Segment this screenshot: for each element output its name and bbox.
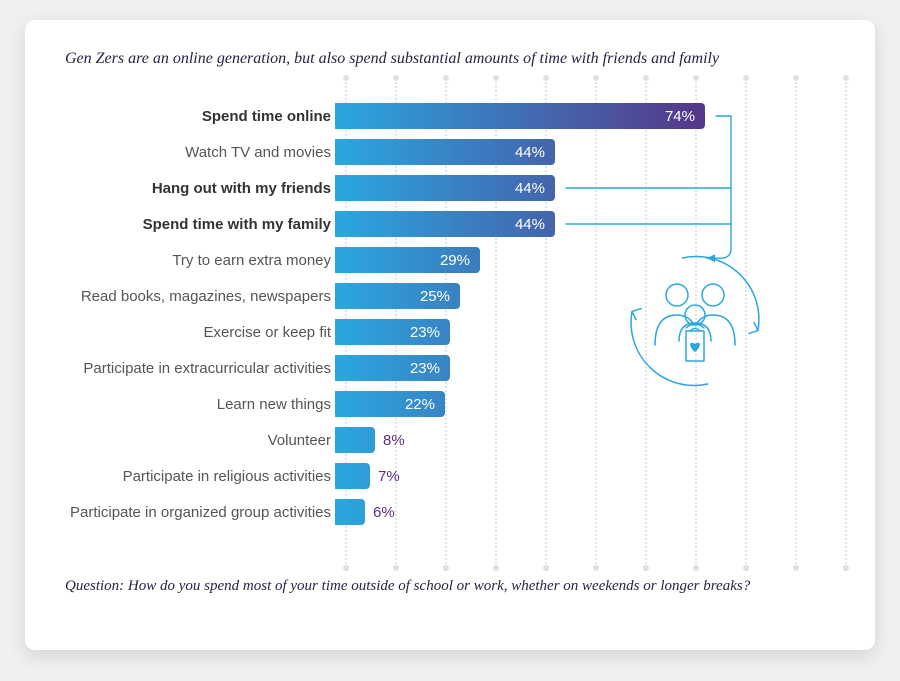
bar-label: Participate in religious activities: [65, 468, 335, 485]
bar-label: Try to earn extra money: [65, 252, 335, 269]
bar-label: Read books, magazines, newspapers: [65, 288, 335, 305]
bar-label: Exercise or keep fit: [65, 324, 335, 341]
bar-value: 74%: [665, 108, 705, 125]
bar-value: 22%: [405, 396, 445, 413]
bar: 6%: [335, 499, 365, 525]
bar: 23%: [335, 319, 450, 345]
bar-label: Learn new things: [65, 396, 335, 413]
bar-label: Participate in organized group activitie…: [65, 504, 335, 521]
gridline: [845, 78, 847, 568]
bar-row: Participate in organized group activitie…: [65, 494, 835, 530]
bar-area: 6%: [335, 494, 835, 530]
bar-row: Spend time online 74%: [65, 98, 835, 134]
bar-area: 44%: [335, 134, 835, 170]
bar: 29%: [335, 247, 480, 273]
bar-area: 8%: [335, 422, 835, 458]
bar: 44%: [335, 139, 555, 165]
bar: 8%: [335, 427, 375, 453]
bar: 22%: [335, 391, 445, 417]
people-phone-sync-icon: [620, 246, 770, 396]
bar-area: 44%: [335, 170, 835, 206]
chart-title: Gen Zers are an online generation, but a…: [65, 50, 835, 68]
bar: 74%: [335, 103, 705, 129]
bar-value: 25%: [420, 288, 460, 305]
bar-value: 29%: [440, 252, 480, 269]
bar-value: 7%: [370, 468, 400, 485]
bar-row: Participate in religious activities7%: [65, 458, 835, 494]
chart-question: Question: How do you spend most of your …: [65, 578, 835, 595]
bar-label: Spend time with my family: [65, 216, 335, 233]
bar-value: 8%: [375, 432, 405, 449]
bar-value: 23%: [410, 324, 450, 341]
bar: 7%: [335, 463, 370, 489]
bar-area: 7%: [335, 458, 835, 494]
bar-label: Hang out with my friends: [65, 180, 335, 197]
bar-label: Spend time online: [65, 108, 335, 125]
bar-label: Watch TV and movies: [65, 144, 335, 161]
bar-value: 23%: [410, 360, 450, 377]
bar: 23%: [335, 355, 450, 381]
bar-label: Participate in extracurricular activitie…: [65, 360, 335, 377]
chart-card: Gen Zers are an online generation, but a…: [25, 20, 875, 650]
bar-value: 44%: [515, 180, 555, 197]
bar-row: Hang out with my friends 44%: [65, 170, 835, 206]
bar-value: 6%: [365, 504, 395, 521]
bar-row: Watch TV and movies 44%: [65, 134, 835, 170]
bar: 25%: [335, 283, 460, 309]
bar: 44%: [335, 175, 555, 201]
bar-value: 44%: [515, 216, 555, 233]
chart-plot: Spend time online 74% Watch TV and movies 4…: [65, 78, 835, 568]
bar-label: Volunteer: [65, 432, 335, 449]
bar-row: Volunteer8%: [65, 422, 835, 458]
bar: 44%: [335, 211, 555, 237]
bar-area: 44%: [335, 206, 835, 242]
bar-value: 44%: [515, 144, 555, 161]
bar-area: 74%: [335, 98, 835, 134]
bar-row: Spend time with my family 44%: [65, 206, 835, 242]
